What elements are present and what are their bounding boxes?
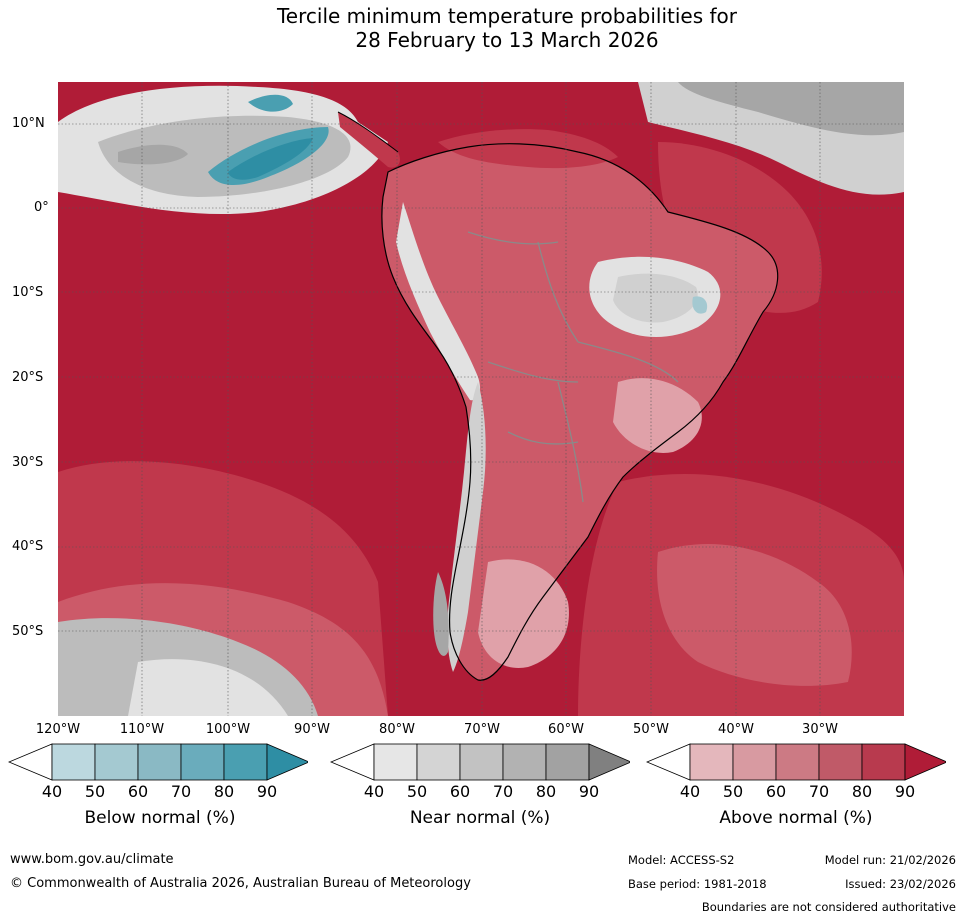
colorbar-segment — [94, 743, 139, 781]
lon-label-30w: 30°W — [802, 722, 838, 737]
colorbar-segment — [689, 743, 734, 781]
colorbar-tick-label: 60 — [449, 782, 471, 801]
footer-base-period: Base period: 1981-2018 — [628, 877, 767, 891]
colorbar-tick-label: 70 — [808, 782, 830, 801]
footer-model: Model: ACCESS-S2 — [628, 853, 735, 867]
colorbar-tick-label: 50 — [406, 782, 428, 801]
colorbar-extend-high — [266, 743, 311, 781]
legend-title-above: Above normal (%) — [719, 808, 873, 828]
central-america — [338, 112, 400, 168]
lon-label-110w: 110°W — [119, 722, 165, 737]
colorbar-tick-label: 50 — [84, 782, 106, 801]
colorbar-svg — [329, 743, 633, 781]
colorbar-segment — [137, 743, 182, 781]
colorbar-segment — [223, 743, 268, 781]
graticule — [58, 82, 904, 716]
colorbar-tick-label: 60 — [127, 782, 149, 801]
colorbar-tick-label: 70 — [170, 782, 192, 801]
near-normal-core-brazil — [613, 273, 698, 323]
colorbar-segment — [373, 743, 418, 781]
above-80-north — [438, 129, 618, 169]
colorbar-tick-label: 40 — [41, 782, 63, 801]
colorbar-above-normal — [645, 742, 949, 782]
lon-label-50w: 50°W — [633, 722, 669, 737]
lon-label-60w: 60°W — [548, 722, 584, 737]
below-normal-patch-nw2 — [248, 94, 293, 112]
colorbar-segment — [416, 743, 461, 781]
footer-issued: Issued: 23/02/2026 — [845, 877, 956, 891]
footer-disclaimer: Boundaries are not considered authoritat… — [701, 900, 956, 914]
colorbar-near-normal — [329, 742, 633, 782]
colorbar-extend-low — [645, 743, 691, 781]
footer-copyright: © Commonwealth of Australia 2026, Austra… — [10, 876, 471, 891]
colorbar-tick-label: 80 — [535, 782, 557, 801]
near-normal-light-sw — [128, 659, 288, 716]
colorbar-extend-low — [329, 743, 375, 781]
near-normal-andes — [396, 202, 481, 401]
lat-label-50s: 50°S — [12, 624, 44, 639]
above-70-se — [657, 543, 852, 686]
lat-label-20s: 20°S — [12, 370, 44, 385]
lon-label-40w: 40°W — [718, 722, 754, 737]
lon-label-70w: 70°W — [464, 722, 500, 737]
title-line-2: 28 February to 13 March 2026 — [355, 28, 659, 52]
colorbar-tick-label: 70 — [492, 782, 514, 801]
colorbar-tick-label: 40 — [363, 782, 385, 801]
colorbar-segment — [180, 743, 225, 781]
lat-label-40s: 40°S — [12, 539, 44, 554]
colorbar-svg — [7, 743, 311, 781]
lat-label-0: 0° — [34, 200, 49, 215]
colorbar-segment — [732, 743, 777, 781]
lat-label-10n: 10°N — [12, 116, 45, 131]
colorbar-tick-label: 90 — [578, 782, 600, 801]
above-50-patagonia — [478, 559, 569, 668]
probability-map — [58, 82, 904, 716]
map-title: Tercile minimum temperature probabilitie… — [0, 4, 965, 52]
near-normal-core-ne — [678, 82, 904, 136]
title-line-1: Tercile minimum temperature probabilitie… — [276, 4, 738, 28]
footer-model-run: Model run: 21/02/2026 — [824, 853, 956, 867]
coastline — [381, 143, 779, 681]
colorbar-tick-label: 50 — [722, 782, 744, 801]
country-borders — [467, 231, 679, 503]
colorbar-segment — [775, 743, 820, 781]
lat-label-10s: 10°S — [12, 285, 44, 300]
colorbar-tick-label: 40 — [679, 782, 701, 801]
coastline-central-america — [337, 111, 399, 153]
colorbar-segment — [545, 743, 590, 781]
colorbar-segment — [818, 743, 863, 781]
colorbar-tick-label: 80 — [213, 782, 235, 801]
colorbar-svg — [645, 743, 949, 781]
above-50-southeast-brazil — [613, 378, 702, 453]
colorbar-tick-label: 90 — [256, 782, 278, 801]
below-normal-spot-brazil — [692, 296, 708, 314]
lat-label-30s: 30°S — [12, 455, 44, 470]
colorbar-below-normal — [7, 742, 311, 782]
colorbar-tick-label: 80 — [851, 782, 873, 801]
colorbar-segment — [459, 743, 504, 781]
legend-title-near: Near normal (%) — [409, 808, 551, 828]
colorbar-extend-low — [7, 743, 53, 781]
lon-label-120w: 120°W — [35, 722, 81, 737]
colorbar-segment — [861, 743, 906, 781]
lon-label-100w: 100°W — [205, 722, 251, 737]
lon-label-90w: 90°W — [294, 722, 330, 737]
near-normal-patagonia — [433, 572, 449, 656]
below-normal-core-nw — [228, 138, 313, 180]
lon-label-80w: 80°W — [379, 722, 415, 737]
map-svg — [58, 82, 904, 716]
colorbar-tick-label: 60 — [765, 782, 787, 801]
colorbar-tick-label: 90 — [894, 782, 916, 801]
colorbar-segment — [502, 743, 547, 781]
near-normal-chile — [447, 382, 486, 672]
colorbar-segment — [51, 743, 96, 781]
near-normal-dark-nw — [118, 144, 188, 165]
colorbar-extend-high — [588, 743, 633, 781]
legend-title-below: Below normal (%) — [84, 808, 236, 828]
colorbar-extend-high — [904, 743, 949, 781]
footer-url: www.bom.gov.au/climate — [10, 852, 174, 867]
